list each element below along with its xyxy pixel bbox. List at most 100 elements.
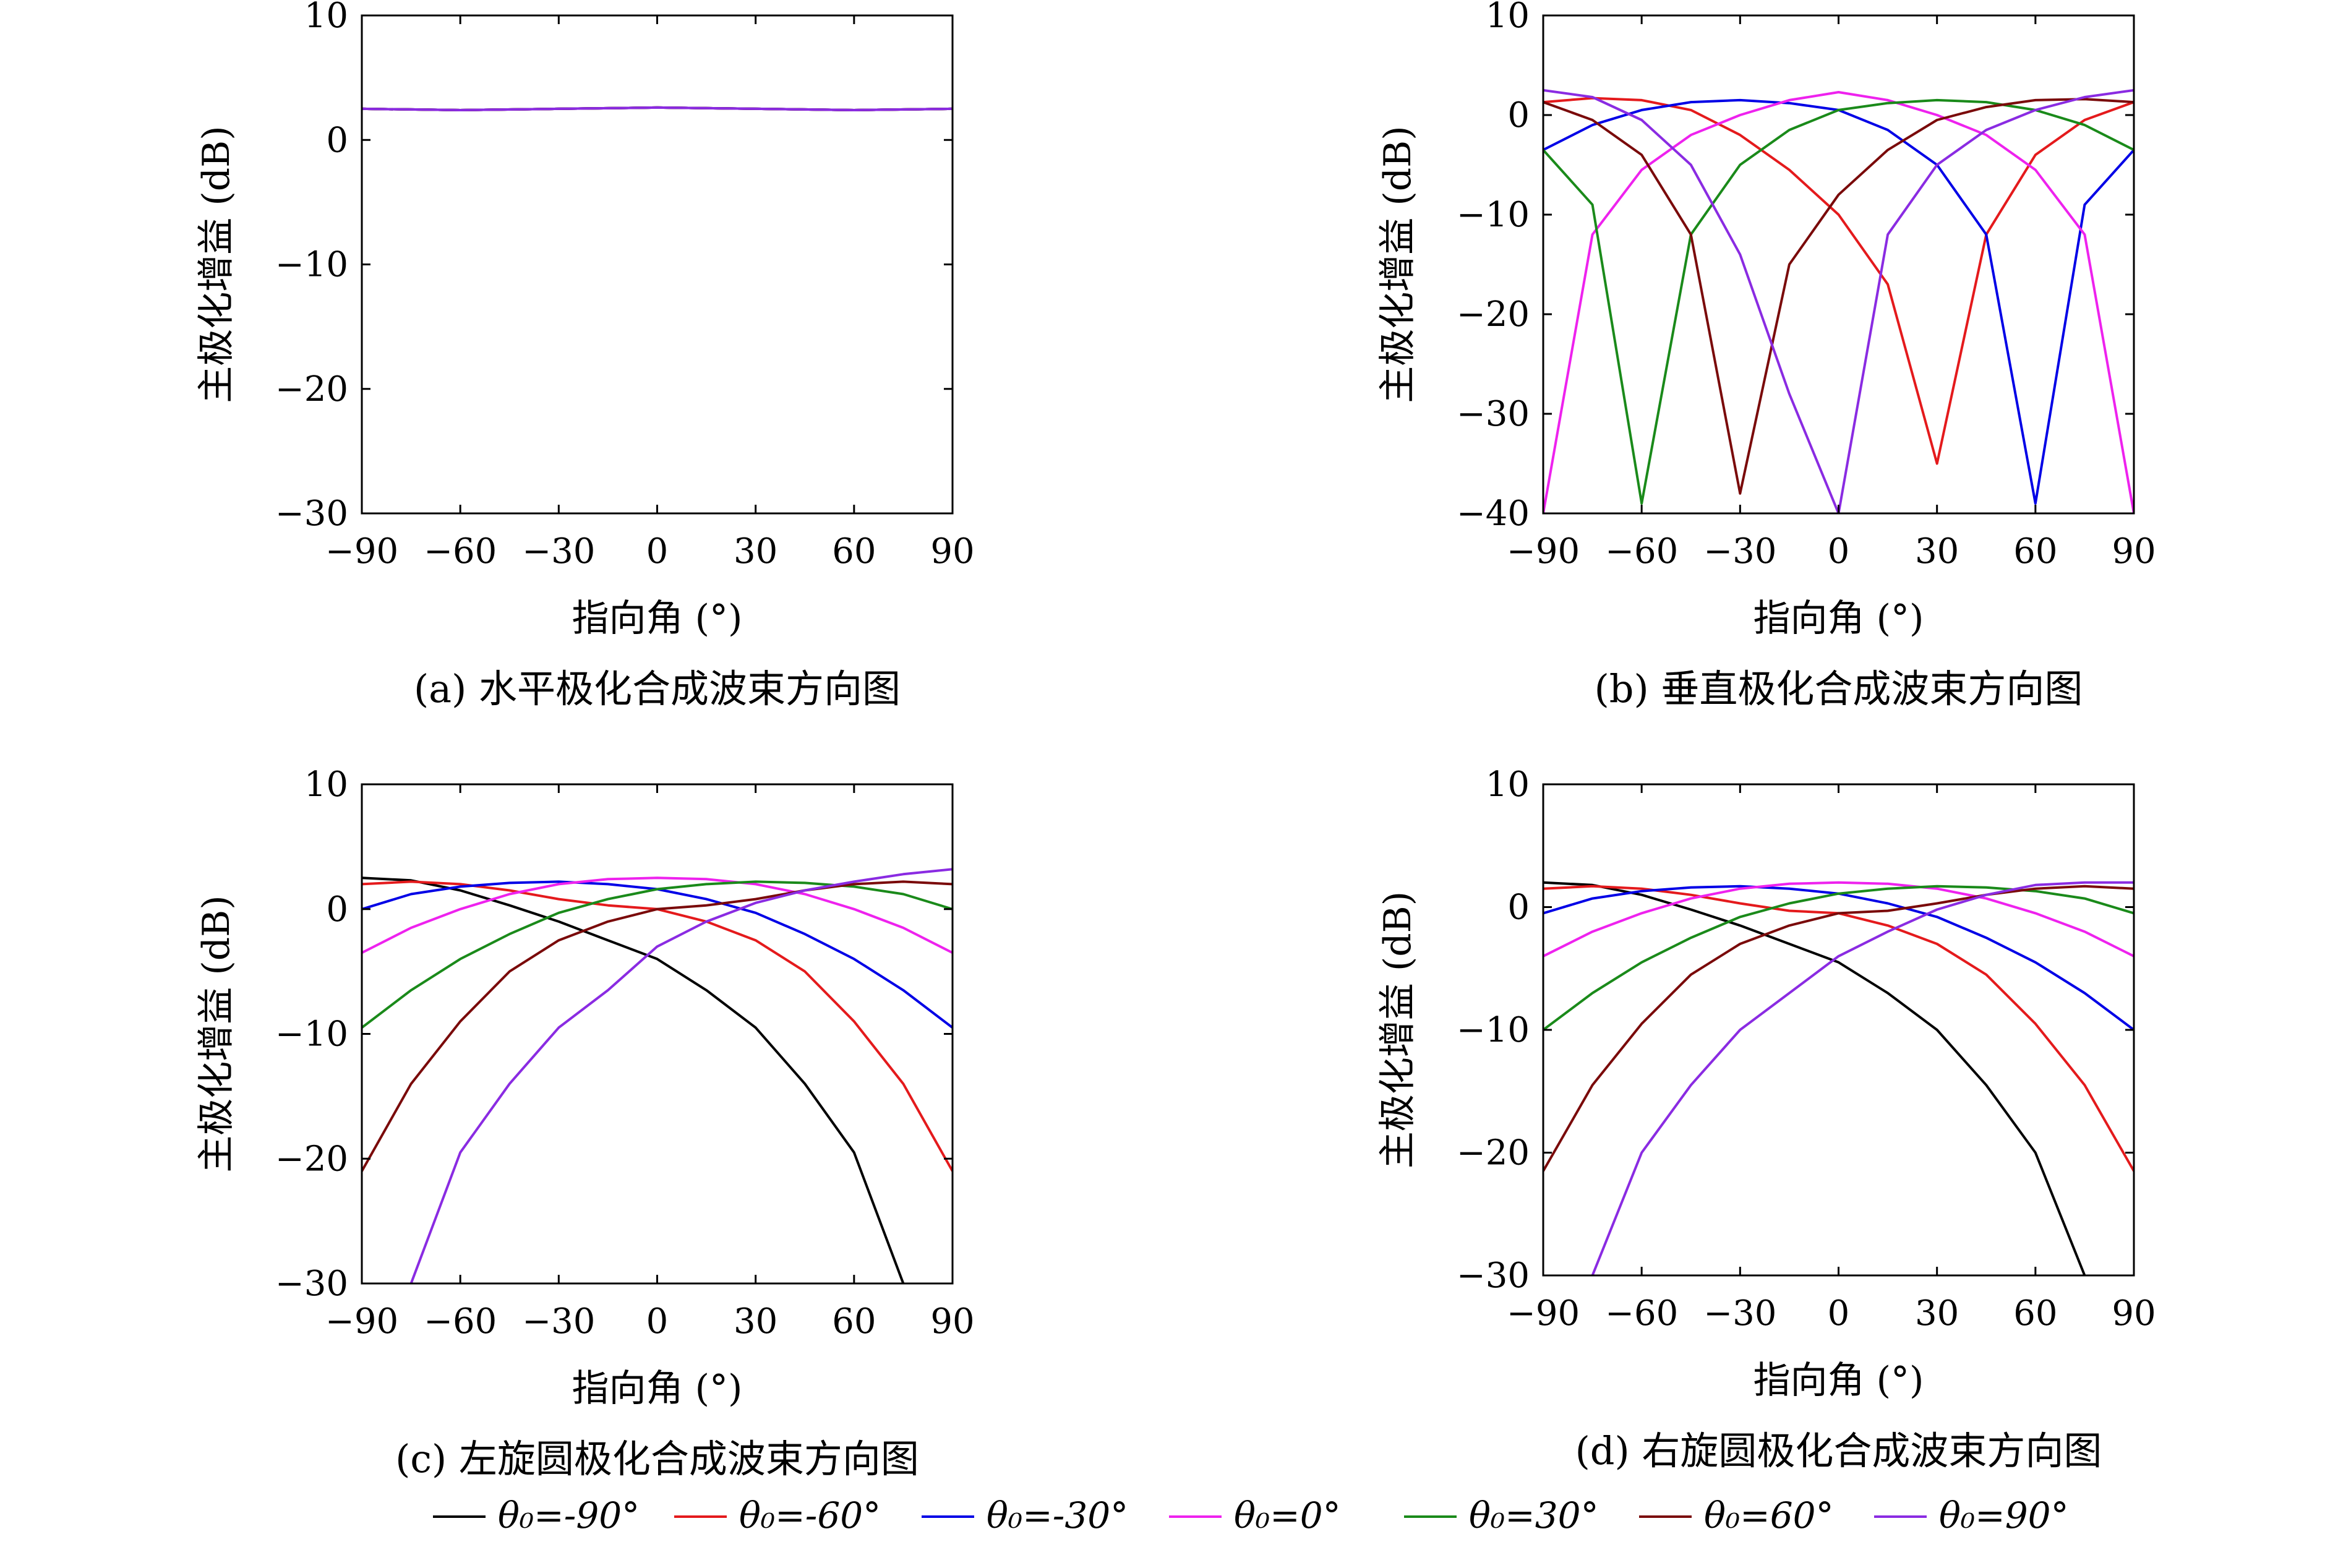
legend-label: θ₀=-90° (498, 1494, 640, 1536)
x-tick-label: 30 (1915, 1293, 1959, 1334)
y-tick-label: 10 (1486, 765, 1530, 805)
legend-label: θ₀=-60° (739, 1494, 881, 1536)
y-tick-label: −10 (275, 1014, 348, 1055)
x-tick-label: 90 (2112, 531, 2156, 572)
y-tick-label: −20 (1457, 294, 1530, 335)
series-line-4 (1543, 881, 2134, 958)
legend-item-3: θ₀=-30° (922, 1494, 1128, 1536)
x-tick-label: −30 (1703, 531, 1776, 572)
legend-label: θ₀=0° (1234, 1494, 1341, 1536)
y-tick-label: −40 (1457, 494, 1530, 534)
legend-item-1: θ₀=-90° (433, 1494, 640, 1536)
series-line-5 (1543, 885, 2134, 1031)
chart-panel-4: −90 −60 −30 0 30 60 90 −30 −20 −10 0 10 指向角 (°) 主极化增益… (1376, 765, 2156, 1473)
y-tick-label: 10 (304, 0, 348, 36)
y-tick-label: 0 (326, 889, 348, 930)
legend: θ₀=-90° θ₀=-60° θ₀=-30° θ₀=0° θ₀=30° θ₀=60° θ₀… (433, 1494, 2069, 1536)
y-tick-label: −30 (275, 494, 348, 534)
x-tick-label: 60 (832, 531, 876, 572)
y-tick-label: −10 (275, 245, 348, 285)
series-line-2 (1543, 885, 2134, 1172)
y-tick-label: −10 (1457, 1010, 1530, 1050)
y-tick-label: 10 (304, 765, 348, 805)
y-tick-label: 0 (326, 120, 348, 160)
x-tick-label: −30 (1703, 1293, 1776, 1334)
panel-caption: (c) 左旋圆极化合成波束方向图 (395, 1436, 919, 1481)
series-line-1 (362, 876, 905, 1283)
y-tick-label: −30 (275, 1264, 348, 1304)
series-line-2 (362, 880, 953, 1172)
series-line-1 (1543, 881, 2086, 1275)
series-line-3 (1543, 91, 2134, 513)
y-tick-label: 0 (1507, 888, 1530, 928)
x-tick-label: 60 (2013, 1293, 2057, 1334)
x-tick-label: −60 (424, 1301, 497, 1342)
series-line-7 (409, 868, 953, 1283)
series-line-6 (1543, 88, 2134, 513)
legend-item-5: θ₀=30° (1404, 1494, 1599, 1536)
x-tick-label: −60 (1605, 531, 1678, 572)
series-line-4 (362, 876, 953, 954)
x-tick-label: 0 (1828, 531, 1850, 572)
y-tick-label: −30 (1457, 394, 1530, 434)
legend-item-4: θ₀=0° (1169, 1494, 1341, 1536)
chart-panels: −90 −60 −30 0 30 60 90 −30 −20 −10 0 10 指向角 (°) 主极化增益… (195, 0, 2156, 1481)
x-tick-label: −90 (1507, 1293, 1580, 1334)
y-axis-label: 主极化增益 (dB) (1376, 891, 1419, 1168)
panel-caption: (a) 水平极化合成波束方向图 (414, 666, 901, 711)
series-line-3 (1543, 885, 2134, 1031)
legend-label: θ₀=-30° (987, 1494, 1128, 1536)
x-tick-label: 90 (930, 1301, 974, 1342)
x-tick-label: −30 (522, 1301, 595, 1342)
plot-frame (1542, 783, 2135, 1277)
x-tick-label: 90 (930, 531, 974, 572)
y-tick-label: −20 (275, 369, 348, 409)
x-tick-label: −90 (325, 1301, 398, 1342)
x-axis-label: 指向角 (°) (1753, 1359, 1924, 1402)
series-line-3 (362, 880, 953, 1029)
panel-caption: (b) 垂直极化合成波束方向图 (1595, 666, 2083, 711)
x-axis-label: 指向角 (°) (572, 1367, 743, 1410)
series-line-5 (1543, 98, 2134, 495)
y-tick-label: −30 (1457, 1256, 1530, 1296)
legend-item-7: θ₀=90° (1874, 1494, 2069, 1536)
y-tick-label: −20 (275, 1139, 348, 1179)
series-line-5 (362, 880, 953, 1029)
plot-frame (361, 14, 954, 515)
y-tick-label: 0 (1507, 95, 1530, 135)
x-axis-label: 指向角 (°) (1753, 597, 1924, 640)
x-tick-label: 60 (2013, 531, 2057, 572)
x-tick-label: 0 (1828, 1293, 1850, 1334)
x-tick-label: −90 (1507, 531, 1580, 572)
x-tick-label: 0 (646, 1301, 669, 1342)
y-tick-label: 10 (1486, 0, 1530, 36)
series-line-7 (362, 106, 953, 111)
x-tick-label: 30 (734, 531, 777, 572)
panel-caption: (d) 右旋圆极化合成波束方向图 (1575, 1428, 2102, 1473)
x-tick-label: 90 (2112, 1293, 2156, 1334)
y-tick-label: −10 (1457, 195, 1530, 235)
chart-panel-1: −90 −60 −30 0 30 60 90 −30 −20 −10 0 10 指向角 (°) 主极化增益… (195, 0, 975, 711)
x-tick-label: 30 (734, 1301, 777, 1342)
chart-panel-3: −90 −60 −30 0 30 60 90 −30 −20 −10 0 10 指向角 (°) 主极化增益… (195, 765, 975, 1481)
legend-item-6: θ₀=60° (1639, 1494, 1834, 1536)
legend-item-2: θ₀=-60° (674, 1494, 881, 1536)
y-axis-label: 主极化增益 (dB) (195, 895, 238, 1172)
y-axis-label: 主极化增益 (dB) (1376, 126, 1419, 403)
x-tick-label: 30 (1915, 531, 1959, 572)
legend-label: θ₀=60° (1704, 1494, 1834, 1536)
series-line-6 (362, 880, 953, 1172)
series-line-6 (1543, 885, 2134, 1172)
series-line-1 (1543, 96, 2134, 465)
x-tick-label: −60 (424, 531, 497, 572)
x-tick-label: 0 (646, 531, 669, 572)
x-tick-label: −90 (325, 531, 398, 572)
legend-label: θ₀=90° (1939, 1494, 2069, 1536)
series-line-7 (1591, 881, 2134, 1275)
x-axis-label: 指向角 (°) (572, 597, 743, 640)
chart-panel-2: −90 −60 −30 0 30 60 90 −40 −30 −20 −10 0 10 指向角 (°) 主极… (1376, 0, 2156, 711)
x-tick-label: −30 (522, 531, 595, 572)
y-axis-label: 主极化增益 (dB) (195, 126, 238, 403)
x-tick-label: −60 (1605, 1293, 1678, 1334)
